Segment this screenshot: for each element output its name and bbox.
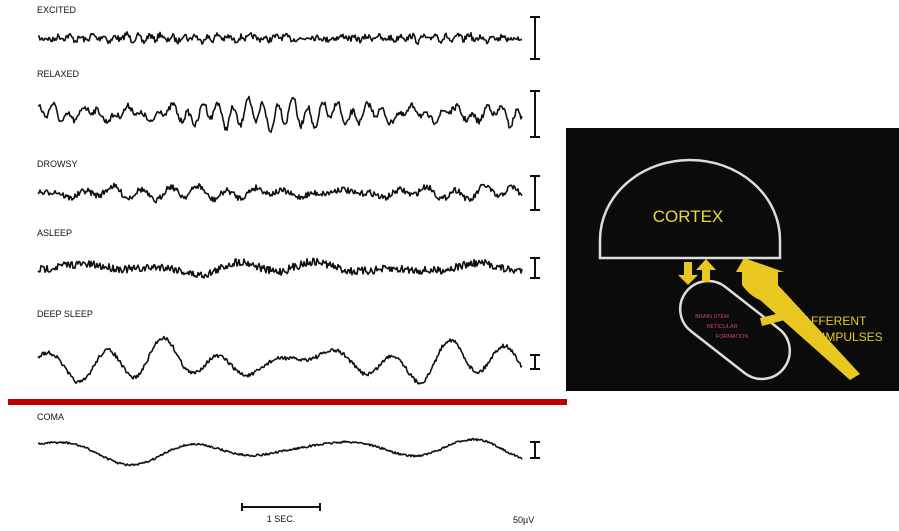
formation-line: RETICULAR xyxy=(706,324,737,330)
diagram: CORTEX BRAIN STEM RETICULAR FORMATION AF… xyxy=(566,128,899,391)
trace-label: COMA xyxy=(37,412,64,422)
trace-label: RELAXED xyxy=(37,69,80,79)
eeg-trace xyxy=(38,439,522,466)
eeg-trace xyxy=(38,337,522,384)
divider xyxy=(8,399,567,405)
formation-line: BRAIN STEM xyxy=(695,314,729,320)
time-scale: 1 SEC. xyxy=(267,514,296,524)
cortex-label: CORTEX xyxy=(653,207,724,226)
formation-line: FORMATION xyxy=(716,334,749,340)
afferent-line: AFFERENT xyxy=(803,314,867,328)
trace-label: DROWSY xyxy=(37,159,78,169)
eeg-trace xyxy=(38,32,522,44)
eeg-trace xyxy=(38,258,522,278)
trace-label: ASLEEP xyxy=(37,228,72,238)
eeg-trace xyxy=(38,183,522,202)
voltage-scale: 50µV xyxy=(513,515,534,525)
trace-label: EXCITED xyxy=(37,5,77,15)
afferent-line: IMPULSES xyxy=(822,330,883,344)
trace-label: DEEP SLEEP xyxy=(37,309,93,319)
figure: 1 SEC. 50µV CORTEX BRAIN STEM RETICULAR … xyxy=(0,0,899,531)
eeg-trace xyxy=(38,97,522,133)
diagram-bg xyxy=(566,128,899,391)
